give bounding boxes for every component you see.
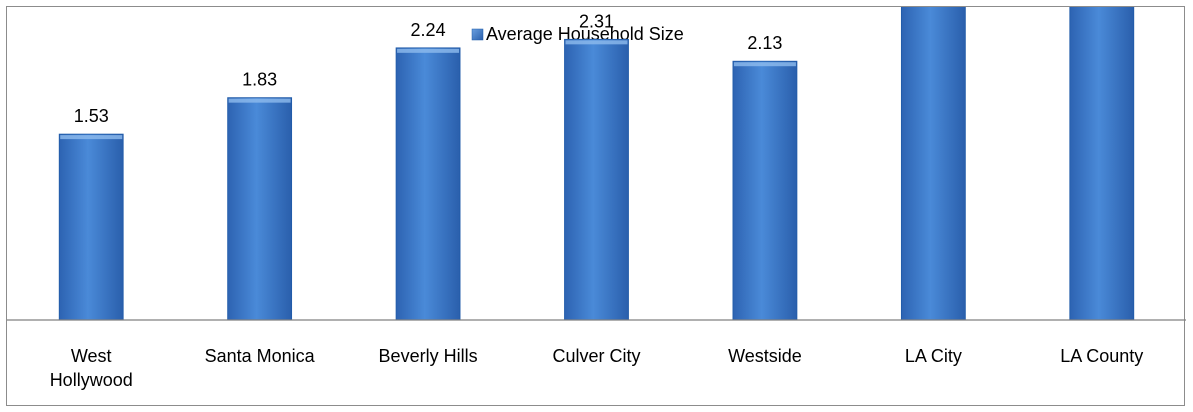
bar-chart: Average Household Size 1.53 1.83 2.24 2.31 2… bbox=[7, 7, 1186, 390]
bar-highlight bbox=[228, 98, 291, 103]
legend-label: Average Household Size bbox=[486, 24, 684, 44]
value-label: 1.83 bbox=[242, 70, 277, 90]
legend-swatch bbox=[471, 28, 484, 41]
category-label: LA City bbox=[905, 346, 962, 366]
category-label: West Hollywood bbox=[50, 346, 133, 390]
bars-group bbox=[58, 7, 1135, 321]
category-label: Beverly Hills bbox=[379, 346, 478, 366]
value-label: 2.24 bbox=[411, 20, 446, 40]
value-labels-group: 1.531.832.242.312.132.832.98 bbox=[74, 11, 783, 126]
value-label: 1.53 bbox=[74, 106, 109, 126]
bar-highlight bbox=[565, 40, 628, 45]
bar-la-county bbox=[1069, 7, 1135, 321]
bar-la-city bbox=[900, 7, 966, 321]
bar-westside bbox=[732, 60, 798, 321]
bar-highlight bbox=[397, 48, 460, 53]
category-label-line: Culver City bbox=[552, 346, 640, 366]
bar-highlight bbox=[60, 135, 123, 140]
bar-beverly-hills bbox=[395, 47, 461, 321]
category-label-line: Westside bbox=[728, 346, 802, 366]
category-label-line: LA City bbox=[905, 346, 962, 366]
bar-santa-monica bbox=[227, 97, 293, 321]
category-label: Westside bbox=[728, 346, 802, 366]
category-label: LA County bbox=[1060, 346, 1143, 366]
legend: Average Household Size bbox=[471, 24, 684, 44]
category-label: Santa Monica bbox=[205, 346, 316, 366]
category-label-line: Santa Monica bbox=[205, 346, 316, 366]
category-label-line: West bbox=[71, 346, 112, 366]
category-label-line: LA County bbox=[1060, 346, 1143, 366]
bar-culver-city bbox=[564, 38, 629, 321]
value-label: 2.31 bbox=[579, 11, 614, 31]
category-label-line: Hollywood bbox=[50, 370, 133, 390]
category-label: Culver City bbox=[552, 346, 640, 366]
category-labels-group: West Hollywood Santa Monica Beverly Hills Cu… bbox=[50, 346, 1144, 390]
category-label-line: Beverly Hills bbox=[379, 346, 478, 366]
bar-west-hollywood bbox=[58, 133, 124, 321]
bar-highlight bbox=[733, 62, 796, 67]
value-label: 2.13 bbox=[747, 33, 782, 53]
chart-frame: Average Household Size 1.53 1.83 2.24 2.31 2… bbox=[6, 6, 1186, 406]
